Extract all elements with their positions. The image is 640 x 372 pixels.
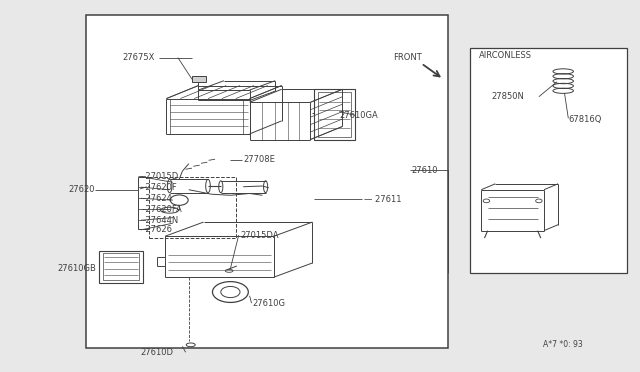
Text: A*7 *0: 93: A*7 *0: 93 [543,340,583,349]
Bar [86,15,448,348]
Text: 27675X: 27675X [123,53,156,62]
Text: —27620FA: —27620FA [138,205,182,214]
Text: —27015D: —27015D [138,172,179,181]
Text: —27624: —27624 [138,194,172,203]
Text: 27610G: 27610G [253,299,286,308]
Text: 27620: 27620 [68,185,95,194]
Text: 67816Q: 67816Q [568,115,602,124]
Bar [470,48,627,273]
Bar [149,177,236,238]
Text: 27610GB: 27610GB [57,264,96,273]
Text: FRONT: FRONT [393,53,422,62]
Text: —27626: —27626 [138,225,173,234]
Text: —27644N: —27644N [138,216,179,225]
Text: —27620F: —27620F [138,183,177,192]
Text: 27850N: 27850N [491,92,524,101]
Bar [314,89,355,140]
Bar [103,253,139,280]
Bar [99,251,143,283]
Text: 27708E: 27708E [243,155,275,164]
Text: AIRCONLESS: AIRCONLESS [479,51,532,60]
Text: — 27611: — 27611 [364,195,401,203]
Bar [192,76,206,82]
Text: 27610: 27610 [412,166,438,175]
Text: 27610GA: 27610GA [339,111,378,120]
Bar [318,92,351,137]
Text: 27610D: 27610D [141,348,174,357]
Text: 27015DA: 27015DA [240,231,278,240]
